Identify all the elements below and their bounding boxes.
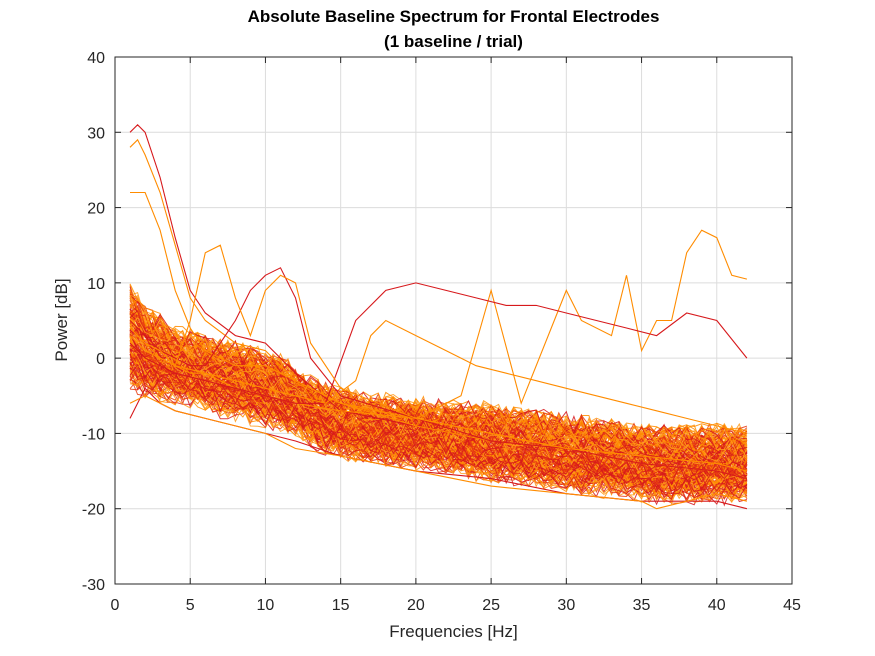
spectrum-trace <box>129 350 748 481</box>
spectrum-trace <box>129 365 748 504</box>
chart-subtitle: (1 baseline / trial) <box>384 32 523 51</box>
x-tick-label: 0 <box>111 597 120 614</box>
grid-lines <box>114 56 793 585</box>
spectrum-series-line <box>129 319 748 434</box>
spectrum-lines <box>129 124 748 510</box>
x-tick-label: 20 <box>407 597 425 614</box>
y-tick-label: -10 <box>82 426 105 443</box>
chart-title: Absolute Baseline Spectrum for Frontal E… <box>247 7 660 26</box>
y-tick-label: -20 <box>82 502 105 519</box>
spectrum-trace <box>129 325 748 470</box>
y-tick-label: -30 <box>82 577 105 594</box>
x-tick-label: 35 <box>633 597 651 614</box>
x-tick-label: 15 <box>332 597 350 614</box>
x-tick-label: 40 <box>708 597 726 614</box>
spectrum-trace <box>129 349 747 491</box>
x-tick-label: 10 <box>257 597 275 614</box>
spectrum-series-line <box>129 395 748 510</box>
x-axis-label: Frequencies [Hz] <box>389 622 518 641</box>
spectrum-series-line <box>129 244 748 472</box>
axes-box <box>114 56 793 585</box>
x-tick-label: 25 <box>482 597 500 614</box>
spectrum-trace <box>129 294 747 446</box>
spectrum-trace <box>129 289 748 452</box>
y-tick-label: 10 <box>87 276 105 293</box>
y-tick-label: 40 <box>87 50 105 67</box>
x-tick-label: 30 <box>557 597 575 614</box>
spectrum-series-line <box>129 282 748 404</box>
y-tick-label: 0 <box>96 351 105 368</box>
spectrum-trace <box>129 367 748 493</box>
axis-ticks: 0 5 10 15 20 25 30 35 40 45 -30 -20 -10 0 10 20 30 40 <box>82 50 801 614</box>
y-tick-label: 20 <box>87 201 105 218</box>
spectrum-trace <box>129 363 748 496</box>
spectrum-trace <box>129 294 748 446</box>
y-tick-label: 30 <box>87 125 105 142</box>
spectrum-series-line <box>129 229 748 419</box>
spectrum-trace <box>129 299 748 447</box>
x-tick-label: 5 <box>186 597 195 614</box>
spectrum-trace <box>129 293 748 450</box>
y-axis-label: Power [dB] <box>52 278 71 362</box>
spectrum-trace <box>129 378 748 505</box>
spectrum-trace <box>129 365 748 499</box>
spectrum-trace <box>129 316 748 464</box>
x-tick-label: 45 <box>783 597 801 614</box>
